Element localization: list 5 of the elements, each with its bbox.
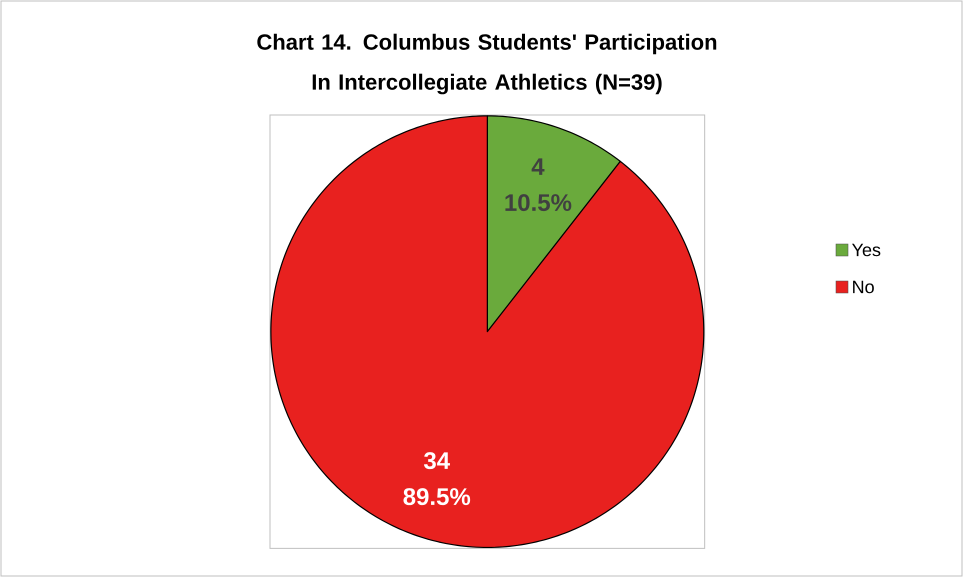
data-label: 4 10.5%: [505, 158, 572, 212]
data-label: 34 89.5%: [403, 452, 470, 506]
legend-label: Yes: [852, 244, 880, 256]
legend-label: No: [853, 280, 874, 294]
chart-title: Chart 14. Columbus Students' Participation In Intercollegiate Athletics (N=39): [257, 34, 716, 94]
